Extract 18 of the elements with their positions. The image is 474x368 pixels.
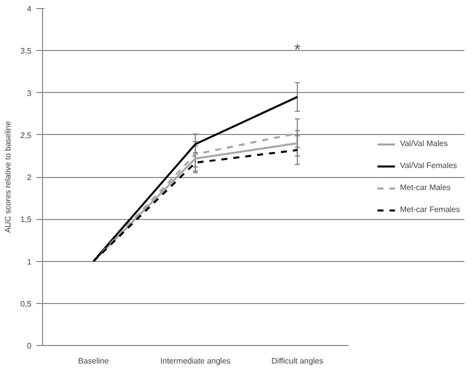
x-tick-label: Difficult angles [271,356,324,366]
legend-label: Met-car Males [400,183,451,192]
y-tick-label: 0,5 [20,299,32,308]
x-tick-label: Baseline [78,356,110,366]
x-tick-label: Intermediate angles [160,356,231,366]
legend-label: Val/Val Females [400,161,458,170]
y-tick-label: 3 [27,88,32,98]
legend-label: Met-car Females [400,205,460,214]
y-tick-label: 3,5 [20,46,32,56]
y-tick-label: 4 [27,4,32,14]
y-tick-label: 0 [27,342,32,350]
y-axis-title: AUC scores relative to baseline [3,120,12,233]
y-tick-label: 2 [27,173,32,182]
y-tick-label: 1,5 [20,215,32,224]
y-tick-label: 1 [27,257,32,266]
legend-label: Val/Val Males [400,139,448,148]
annotation: * [294,42,300,60]
y-tick-label: 2,5 [20,130,32,140]
